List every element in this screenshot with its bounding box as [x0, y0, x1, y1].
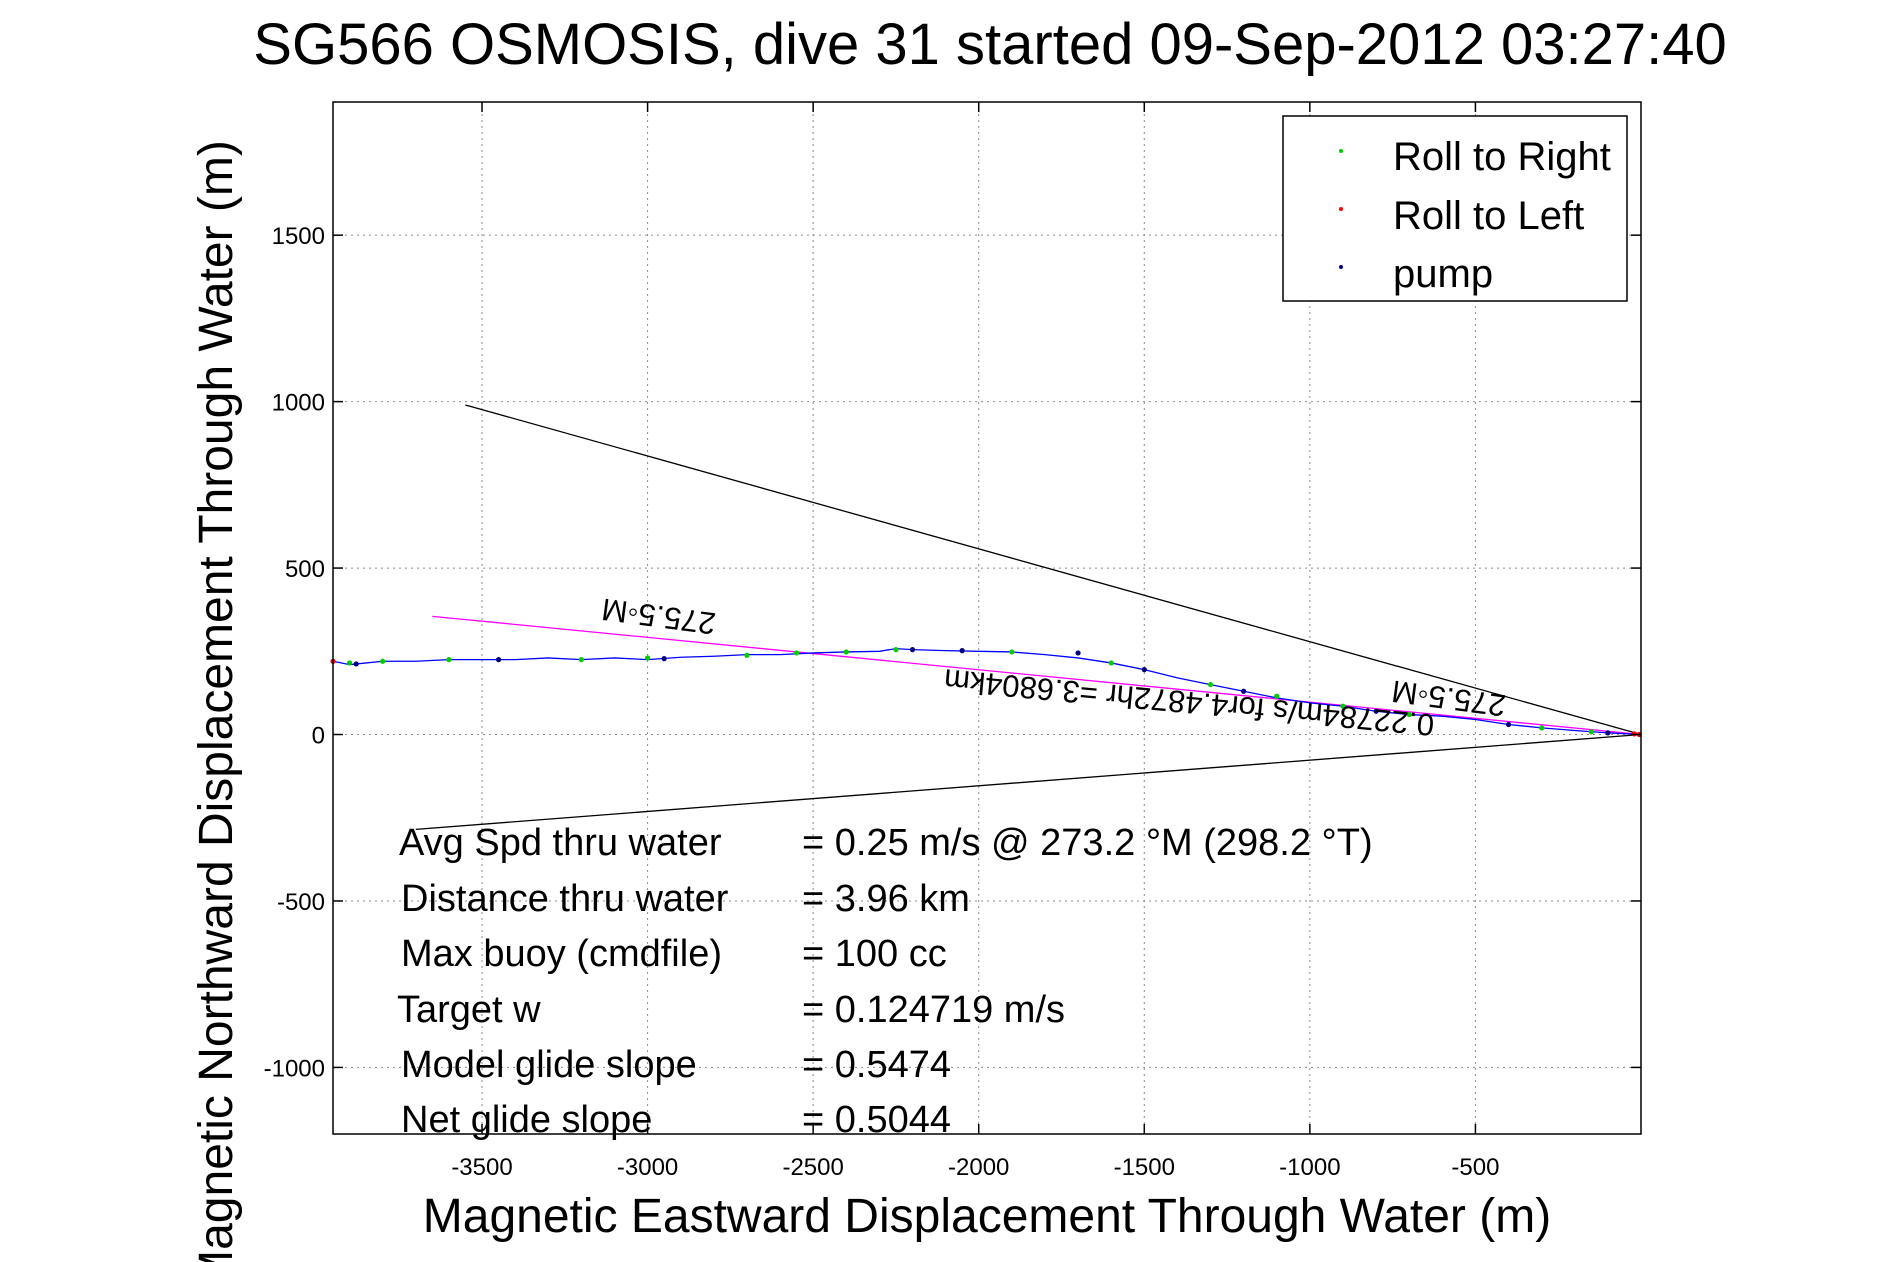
axis-ticks: -3500 -3000 -2500 -2000 -1500 -1000 -500 1500 10…	[264, 102, 1641, 1181]
pump-point	[1605, 730, 1611, 736]
legend-label-pump: pump	[1393, 252, 1493, 296]
annotation-value: = 3.96 km	[802, 878, 970, 920]
annotation-value: = 0.124719 m/s	[802, 989, 1065, 1031]
y-tick-label: 500	[285, 556, 325, 583]
y-tick-label: 0	[312, 723, 325, 750]
pump-point	[1373, 708, 1379, 714]
legend: Roll to Right Roll to Left pump	[1282, 115, 1628, 302]
pump-point	[909, 647, 916, 653]
roll-right-point	[1207, 681, 1214, 688]
plot-frame	[332, 101, 1642, 1135]
pump-point	[1141, 667, 1147, 673]
x-tick-label: -1000	[1279, 1154, 1340, 1181]
legend-label-roll-left: Roll to Left	[1393, 194, 1584, 238]
roll-right-point	[893, 647, 899, 653]
annotation-label: Max buoy (cmdfile)	[401, 933, 722, 975]
y-tick-label: -1000	[264, 1055, 325, 1082]
roll-right-point	[380, 658, 386, 664]
roll-right-point	[1340, 703, 1346, 709]
annotation-label: Distance thru water	[401, 878, 729, 920]
annotation-value: = 0.5474	[802, 1044, 951, 1086]
pump-point	[959, 648, 965, 654]
annotation-value: = 100 cc	[802, 933, 947, 975]
grid	[333, 102, 1641, 1134]
pump-point	[353, 661, 359, 667]
chart-title: SG566 OSMOSIS, dive 31 started 09-Sep-20…	[253, 12, 1726, 77]
y-axis-label: Magnetic Northward Displacement Through …	[190, 140, 243, 1262]
roll-right-point	[1108, 660, 1114, 666]
x-tick-label: -500	[1451, 1154, 1499, 1181]
legend-marker-roll-right	[1339, 149, 1343, 153]
roll-right-point	[1009, 649, 1015, 655]
reference-lines	[415, 404, 1642, 831]
reference-line	[415, 733, 1642, 831]
roll-right-point	[1406, 711, 1412, 718]
legend-marker-roll-left	[1339, 207, 1343, 211]
x-tick-label: -3000	[617, 1154, 678, 1181]
legend-label-roll-right: Roll to Right	[1393, 135, 1611, 179]
roll-right-point	[793, 650, 800, 656]
y-tick-label: -500	[277, 889, 325, 916]
annotation-label: Model glide slope	[401, 1044, 697, 1086]
reference-line	[465, 404, 1642, 736]
y-tick-label: 1500	[272, 223, 325, 250]
y-tick-label: 1000	[272, 390, 325, 417]
roll-right-point	[1588, 729, 1594, 735]
legend-marker-pump	[1339, 265, 1343, 269]
annotation-label: Target w	[397, 989, 541, 1031]
pump-point	[661, 656, 667, 662]
x-tick-label: -2000	[948, 1154, 1009, 1181]
roll-right-point	[578, 657, 584, 663]
x-axis-label: Magnetic Eastward Displacement Through W…	[423, 1190, 1551, 1243]
annotation-label: Avg Spd thru water	[399, 822, 722, 864]
x-tick-label: -1500	[1114, 1154, 1175, 1181]
pump-point	[1505, 721, 1512, 728]
pump-point	[495, 657, 502, 663]
roll-right-point	[346, 660, 353, 666]
roll-right-point	[644, 655, 651, 661]
speed-distance-label: 0.22784m/s for4.4872hr =3.6804km	[942, 662, 1435, 742]
annotation-value: = 0.25 m/s @ 273.2 °M (298.2 °T)	[802, 822, 1373, 864]
pump-point	[1075, 650, 1081, 656]
pump-point	[1241, 688, 1247, 694]
reference-line	[432, 615, 1642, 736]
roll-right-point	[1539, 725, 1545, 731]
roll-right-point	[446, 657, 452, 663]
x-tick-label: -3500	[451, 1154, 512, 1181]
annotation-block: Avg Spd thru water = 0.25 m/s @ 273.2 °M…	[397, 822, 1373, 1141]
roll-right-point	[1274, 693, 1280, 699]
roll-right-point	[744, 652, 750, 658]
roll-right-point	[843, 649, 849, 655]
x-tick-label: -2500	[782, 1154, 843, 1181]
